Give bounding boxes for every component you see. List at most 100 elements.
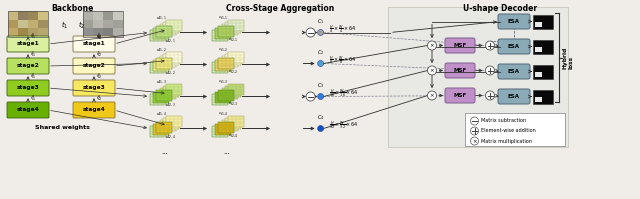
Text: Element-wise addition: Element-wise addition — [481, 129, 536, 134]
Bar — [533, 90, 553, 103]
Bar — [166, 84, 182, 95]
Bar — [535, 47, 542, 52]
Bar — [533, 64, 553, 78]
Text: $d_{t1,4}$: $d_{t1,4}$ — [156, 110, 166, 118]
Bar — [83, 11, 93, 20]
Bar — [163, 86, 179, 97]
Bar — [228, 84, 244, 95]
Bar — [215, 60, 231, 71]
Text: $C_1$: $C_1$ — [317, 18, 324, 26]
Text: $\times$: $\times$ — [429, 42, 435, 49]
Bar — [163, 54, 179, 65]
Bar — [28, 11, 38, 20]
Text: $c_{t1,3}$: $c_{t1,3}$ — [218, 79, 228, 86]
FancyBboxPatch shape — [498, 64, 530, 79]
Circle shape — [470, 127, 479, 135]
Bar — [212, 62, 228, 73]
Bar — [218, 26, 234, 37]
Circle shape — [486, 91, 495, 100]
Text: $\times$: $\times$ — [429, 67, 435, 74]
Text: Matrix multiplication: Matrix multiplication — [481, 139, 532, 143]
Bar — [83, 20, 93, 28]
Text: $f_{t1}^3$: $f_{t1}^3$ — [30, 94, 36, 104]
Text: $t_1$: $t_1$ — [61, 19, 68, 31]
Bar — [166, 52, 182, 63]
Bar — [83, 11, 123, 37]
FancyBboxPatch shape — [445, 88, 475, 103]
Text: Hybrid
loss: Hybrid loss — [563, 46, 574, 69]
Bar — [8, 20, 18, 28]
FancyBboxPatch shape — [7, 36, 49, 52]
Text: $c_{t2,1}$: $c_{t2,1}$ — [228, 37, 238, 44]
Bar — [93, 11, 103, 20]
Bar — [215, 28, 231, 39]
Bar — [533, 15, 553, 28]
FancyBboxPatch shape — [498, 39, 530, 54]
Bar — [38, 20, 48, 28]
Bar — [159, 24, 175, 35]
FancyBboxPatch shape — [73, 58, 115, 74]
Text: $f_{t2}^0$: $f_{t2}^0$ — [96, 32, 102, 42]
Text: $\times$: $\times$ — [472, 137, 477, 145]
Bar — [212, 126, 228, 137]
Bar — [156, 90, 172, 101]
Bar — [221, 24, 237, 35]
Bar — [153, 124, 169, 135]
Text: $d_{t2,2}$: $d_{t2,2}$ — [166, 69, 176, 77]
FancyBboxPatch shape — [445, 38, 475, 53]
Circle shape — [470, 117, 479, 125]
Bar — [388, 7, 568, 147]
Text: $d_{t2,4}$: $d_{t2,4}$ — [165, 133, 176, 141]
Circle shape — [428, 66, 436, 75]
Bar — [8, 11, 18, 20]
Text: ESA: ESA — [508, 44, 520, 49]
Bar — [215, 92, 231, 103]
Text: MSF: MSF — [453, 43, 467, 48]
Text: stage4: stage4 — [83, 107, 106, 112]
Text: ESA: ESA — [508, 19, 520, 24]
Text: stage3: stage3 — [17, 86, 40, 91]
Text: MSF: MSF — [453, 93, 467, 98]
Bar — [218, 90, 234, 101]
Text: Matrix subtraction: Matrix subtraction — [481, 118, 526, 124]
Text: $c_{t1,2}$: $c_{t1,2}$ — [218, 47, 228, 54]
Bar — [150, 30, 166, 41]
Bar — [18, 28, 28, 37]
FancyBboxPatch shape — [445, 63, 475, 78]
Text: ESA: ESA — [508, 69, 520, 74]
Bar — [103, 20, 113, 28]
FancyBboxPatch shape — [7, 80, 49, 96]
Bar — [153, 28, 169, 39]
Bar — [228, 52, 244, 63]
Bar — [83, 28, 93, 37]
Text: $f_{t1}^1$: $f_{t1}^1$ — [30, 50, 36, 60]
Text: $d_{t2,1}$: $d_{t2,1}$ — [166, 37, 176, 45]
Bar — [215, 124, 231, 135]
Circle shape — [317, 94, 324, 100]
Text: $c_{t2,4}$: $c_{t2,4}$ — [228, 133, 238, 140]
Text: $\frac{H}{32}\times\frac{W}{32}\times 64$: $\frac{H}{32}\times\frac{W}{32}\times 64… — [328, 120, 358, 131]
FancyBboxPatch shape — [73, 102, 115, 118]
Bar — [212, 30, 228, 41]
FancyBboxPatch shape — [498, 14, 530, 29]
Bar — [93, 20, 103, 28]
Bar — [228, 116, 244, 127]
Circle shape — [470, 137, 479, 145]
Bar — [225, 22, 241, 33]
Text: Cross-Stage Aggregation: Cross-Stage Aggregation — [226, 4, 334, 13]
Circle shape — [317, 29, 324, 35]
Text: $c_{t1,4}$: $c_{t1,4}$ — [218, 111, 228, 118]
Bar — [163, 118, 179, 129]
Text: $\frac{H}{8}\times\frac{W}{8}\times 64$: $\frac{H}{8}\times\frac{W}{8}\times 64$ — [328, 55, 356, 66]
Bar — [166, 116, 182, 127]
Bar — [535, 97, 542, 101]
Circle shape — [428, 41, 436, 50]
Text: $c_{t2,2}$: $c_{t2,2}$ — [228, 69, 238, 76]
Bar — [166, 20, 182, 31]
Bar — [103, 28, 113, 37]
Text: $d_{t1,2}$: $d_{t1,2}$ — [156, 46, 166, 54]
Text: $C_2$: $C_2$ — [317, 49, 324, 58]
Circle shape — [486, 66, 495, 75]
Bar — [212, 94, 228, 105]
Text: ...: ... — [223, 149, 230, 155]
